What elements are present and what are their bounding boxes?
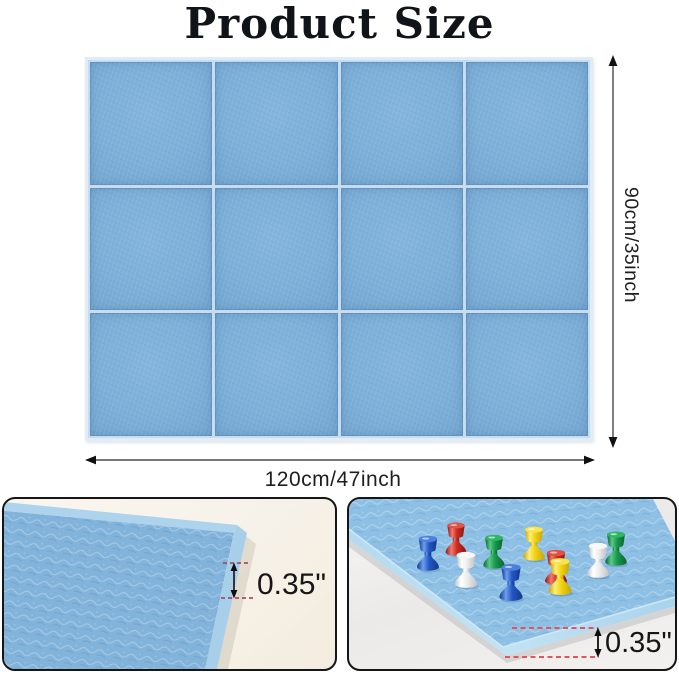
- right-photo-svg: 0.35": [349, 499, 675, 663]
- felt-texture: [4, 511, 234, 669]
- felt-side-edge: [349, 529, 675, 656]
- height-dimension: 90cm/35inch: [608, 55, 642, 448]
- arrow-up-icon: [608, 55, 618, 66]
- pushpin-white: [454, 551, 479, 590]
- felt-tile: [90, 187, 213, 311]
- felt-shadow: [349, 539, 675, 663]
- felt-tile: [90, 62, 213, 185]
- arrow-right-icon: [584, 455, 595, 465]
- height-dimension-label: 90cm/35inch: [620, 187, 642, 303]
- pushpin-yellow: [523, 526, 547, 563]
- pushpin-green: [605, 531, 629, 568]
- pins-layer: [416, 522, 629, 603]
- felt-tile: [465, 313, 589, 436]
- arrow-down-icon: [594, 649, 602, 658]
- pushpin-blue: [499, 564, 524, 603]
- felt-tile: [465, 187, 589, 311]
- thickness-label: 0.35": [605, 627, 672, 659]
- felt-tile: [215, 313, 338, 436]
- width-dimension: 120cm/47inch: [85, 455, 595, 490]
- left-photo-card: 0.35": [2, 497, 337, 671]
- felt-edge-highlight: [349, 528, 675, 648]
- felt-tile: [340, 313, 464, 436]
- width-dimension-label: 120cm/47inch: [265, 468, 402, 490]
- felt-top-edge: [4, 502, 237, 534]
- felt-shadow: [216, 536, 256, 669]
- felt-tile: [215, 62, 338, 185]
- felt-tile: [340, 62, 464, 185]
- pushpin-green: [483, 534, 506, 571]
- left-photo-svg: 0.35": [4, 502, 326, 669]
- felt-tile: [90, 313, 213, 436]
- pushpin-yellow: [548, 558, 573, 597]
- pushpin-blue: [416, 535, 441, 573]
- arrow-down-icon: [608, 437, 618, 448]
- arrow-up-icon: [230, 562, 238, 571]
- felt-tile: [340, 187, 464, 311]
- felt-board: [85, 57, 593, 441]
- arrow-up-icon: [594, 627, 602, 636]
- felt-side-edge: [205, 525, 247, 669]
- felt-tile: [215, 187, 338, 311]
- arrow-down-icon: [230, 590, 238, 599]
- page-title: Product Size: [184, 0, 495, 48]
- thickness-label: 0.35": [257, 568, 326, 601]
- felt-tile: [465, 62, 589, 185]
- right-photo-card: 0.35": [347, 497, 677, 671]
- arrow-left-icon: [85, 455, 96, 465]
- pushpin-white: [586, 542, 611, 580]
